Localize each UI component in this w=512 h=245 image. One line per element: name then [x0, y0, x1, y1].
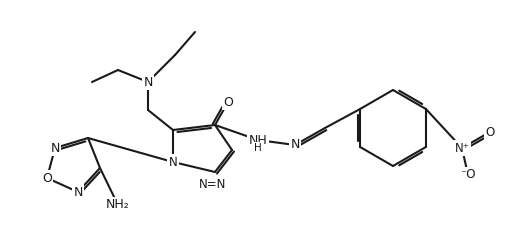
Text: O: O [223, 96, 233, 109]
Text: N: N [73, 185, 82, 198]
Text: NH₂: NH₂ [106, 198, 130, 211]
Text: N: N [290, 138, 300, 151]
Text: N: N [143, 75, 153, 88]
Text: N: N [50, 142, 60, 155]
Text: ⁻O: ⁻O [460, 169, 476, 182]
Text: O: O [485, 125, 495, 138]
Text: O: O [42, 172, 52, 184]
Text: N: N [168, 156, 177, 169]
Text: NH: NH [249, 134, 267, 147]
Text: N⁺: N⁺ [455, 142, 470, 155]
Text: H: H [254, 143, 262, 153]
Text: N=N: N=N [199, 179, 227, 192]
